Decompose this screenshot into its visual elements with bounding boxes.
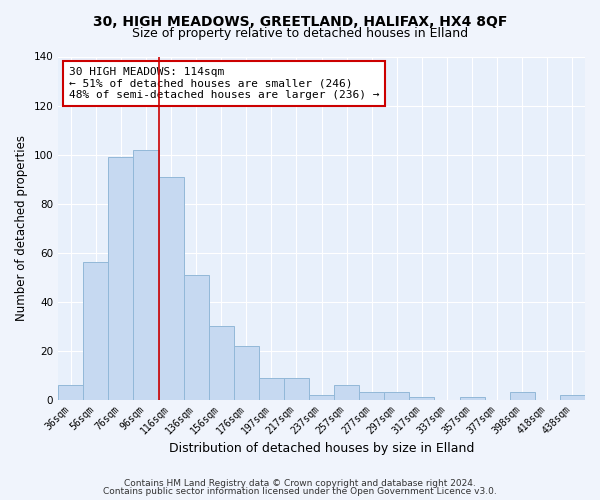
Bar [409, 397, 434, 400]
Bar [184, 274, 209, 400]
Bar [83, 262, 109, 400]
Text: 30 HIGH MEADOWS: 114sqm
← 51% of detached houses are smaller (246)
48% of semi-d: 30 HIGH MEADOWS: 114sqm ← 51% of detache… [69, 67, 379, 100]
Bar [284, 378, 309, 400]
Text: Contains public sector information licensed under the Open Government Licence v3: Contains public sector information licen… [103, 487, 497, 496]
Text: 30, HIGH MEADOWS, GREETLAND, HALIFAX, HX4 8QF: 30, HIGH MEADOWS, GREETLAND, HALIFAX, HX… [93, 15, 507, 29]
Bar [510, 392, 535, 400]
Bar [560, 394, 585, 400]
Bar [209, 326, 234, 400]
Bar [259, 378, 284, 400]
Bar [58, 385, 83, 400]
Bar [158, 176, 184, 400]
Bar [133, 150, 158, 400]
Bar [359, 392, 385, 400]
Bar [109, 157, 133, 400]
Bar [234, 346, 259, 400]
Bar [385, 392, 409, 400]
Bar [460, 397, 485, 400]
X-axis label: Distribution of detached houses by size in Elland: Distribution of detached houses by size … [169, 442, 474, 455]
Bar [309, 394, 334, 400]
Bar [334, 385, 359, 400]
Text: Contains HM Land Registry data © Crown copyright and database right 2024.: Contains HM Land Registry data © Crown c… [124, 478, 476, 488]
Y-axis label: Number of detached properties: Number of detached properties [15, 135, 28, 321]
Text: Size of property relative to detached houses in Elland: Size of property relative to detached ho… [132, 28, 468, 40]
